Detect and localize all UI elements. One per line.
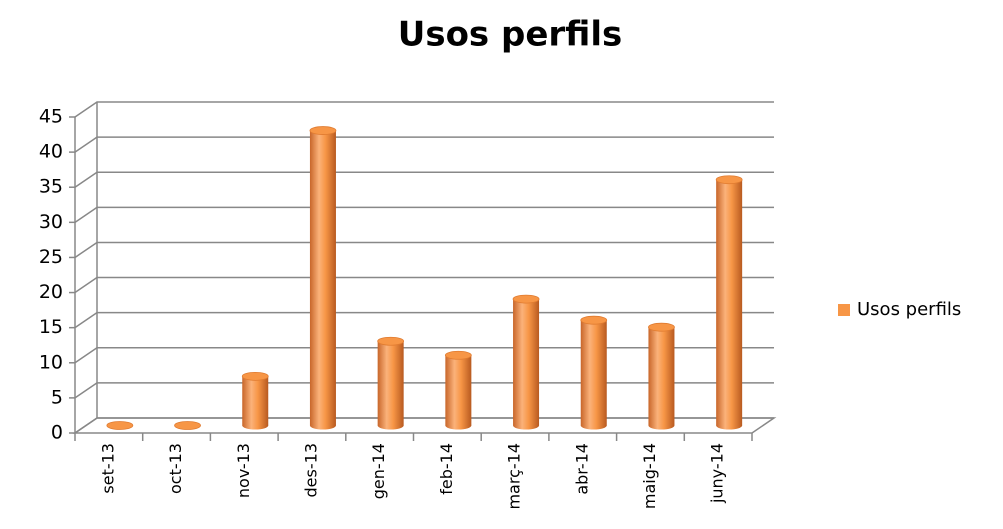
bar-top	[580, 315, 608, 325]
bar-body	[513, 299, 540, 426]
bar	[580, 315, 608, 430]
bar-body	[580, 320, 607, 426]
y-tick-label: 30	[39, 211, 63, 233]
y-tick-label: 15	[39, 316, 63, 338]
bar	[444, 350, 472, 430]
grid-line	[74, 241, 774, 259]
grid-line	[74, 276, 774, 294]
bar-top	[174, 421, 201, 430]
y-tick-label: 35	[39, 176, 63, 198]
bar-base	[242, 421, 269, 430]
bar	[174, 421, 201, 430]
grid-line	[74, 101, 774, 118]
bar-top	[715, 175, 743, 185]
bar-top	[377, 336, 405, 346]
bar-top	[444, 350, 472, 360]
bar-base	[716, 421, 743, 430]
grid-line	[74, 136, 774, 153]
bar-top	[106, 421, 134, 430]
bar-base	[648, 421, 675, 430]
x-tick-label: nov-13	[234, 443, 253, 498]
x-tick-label: set-13	[98, 443, 117, 494]
grid-line	[74, 417, 774, 434]
x-tick-label: abr-14	[572, 443, 591, 495]
bar-body	[242, 376, 269, 426]
bar	[377, 336, 405, 430]
x-tick-label: feb-14	[437, 443, 456, 495]
y-tick-label: 0	[51, 422, 63, 444]
y-tick-label: 20	[39, 281, 63, 303]
bar-top	[241, 371, 269, 381]
bar-body	[716, 179, 743, 426]
x-tick-label: des-13	[301, 443, 320, 497]
bar	[648, 322, 675, 430]
bar-body	[309, 130, 336, 426]
legend-swatch	[838, 304, 850, 316]
grid-line	[74, 347, 774, 364]
grid-line	[74, 382, 774, 399]
bar-base	[377, 421, 404, 430]
x-tick-label: juny-14	[708, 443, 727, 504]
bar-base	[309, 421, 336, 430]
bar	[241, 371, 269, 430]
bar-body	[445, 355, 472, 426]
bar-top	[512, 294, 540, 304]
bar	[309, 126, 337, 430]
bar	[106, 421, 134, 430]
bar-base	[445, 421, 472, 430]
y-tick-label: 5	[51, 386, 63, 408]
bar-base	[513, 421, 540, 430]
legend-label: Usos perfils	[857, 299, 961, 320]
bar-top	[309, 126, 337, 135]
grid-line	[74, 311, 774, 329]
bar-body	[648, 327, 675, 426]
x-tick-label: oct-13	[166, 443, 185, 494]
x-tick-label: març-14	[505, 443, 524, 510]
x-tick-label: maig-14	[640, 443, 659, 509]
grid-line	[74, 206, 774, 223]
y-tick-label: 45	[39, 106, 63, 128]
grid-line	[74, 171, 774, 188]
y-tick-label: 10	[39, 351, 63, 373]
bar	[512, 294, 540, 430]
bar-body	[377, 341, 404, 426]
y-tick-label: 25	[39, 246, 63, 268]
y-tick-label: 40	[39, 141, 63, 163]
bar-base	[580, 421, 607, 430]
x-tick-label: gen-14	[369, 443, 388, 499]
bar	[715, 175, 743, 430]
bar-top	[648, 322, 675, 332]
chart-title: Usos perfils	[398, 15, 623, 55]
